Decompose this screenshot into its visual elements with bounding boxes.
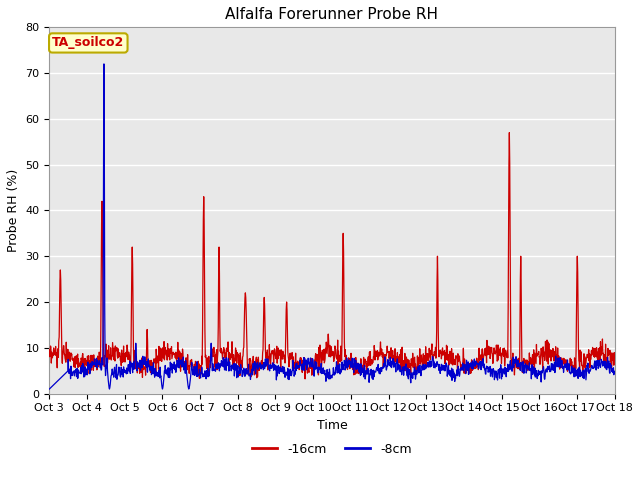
Legend: -16cm, -8cm: -16cm, -8cm [247,438,417,461]
X-axis label: Time: Time [317,419,348,432]
Title: Alfalfa Forerunner Probe RH: Alfalfa Forerunner Probe RH [225,7,438,22]
Text: TA_soilco2: TA_soilco2 [52,36,124,49]
Y-axis label: Probe RH (%): Probe RH (%) [7,169,20,252]
